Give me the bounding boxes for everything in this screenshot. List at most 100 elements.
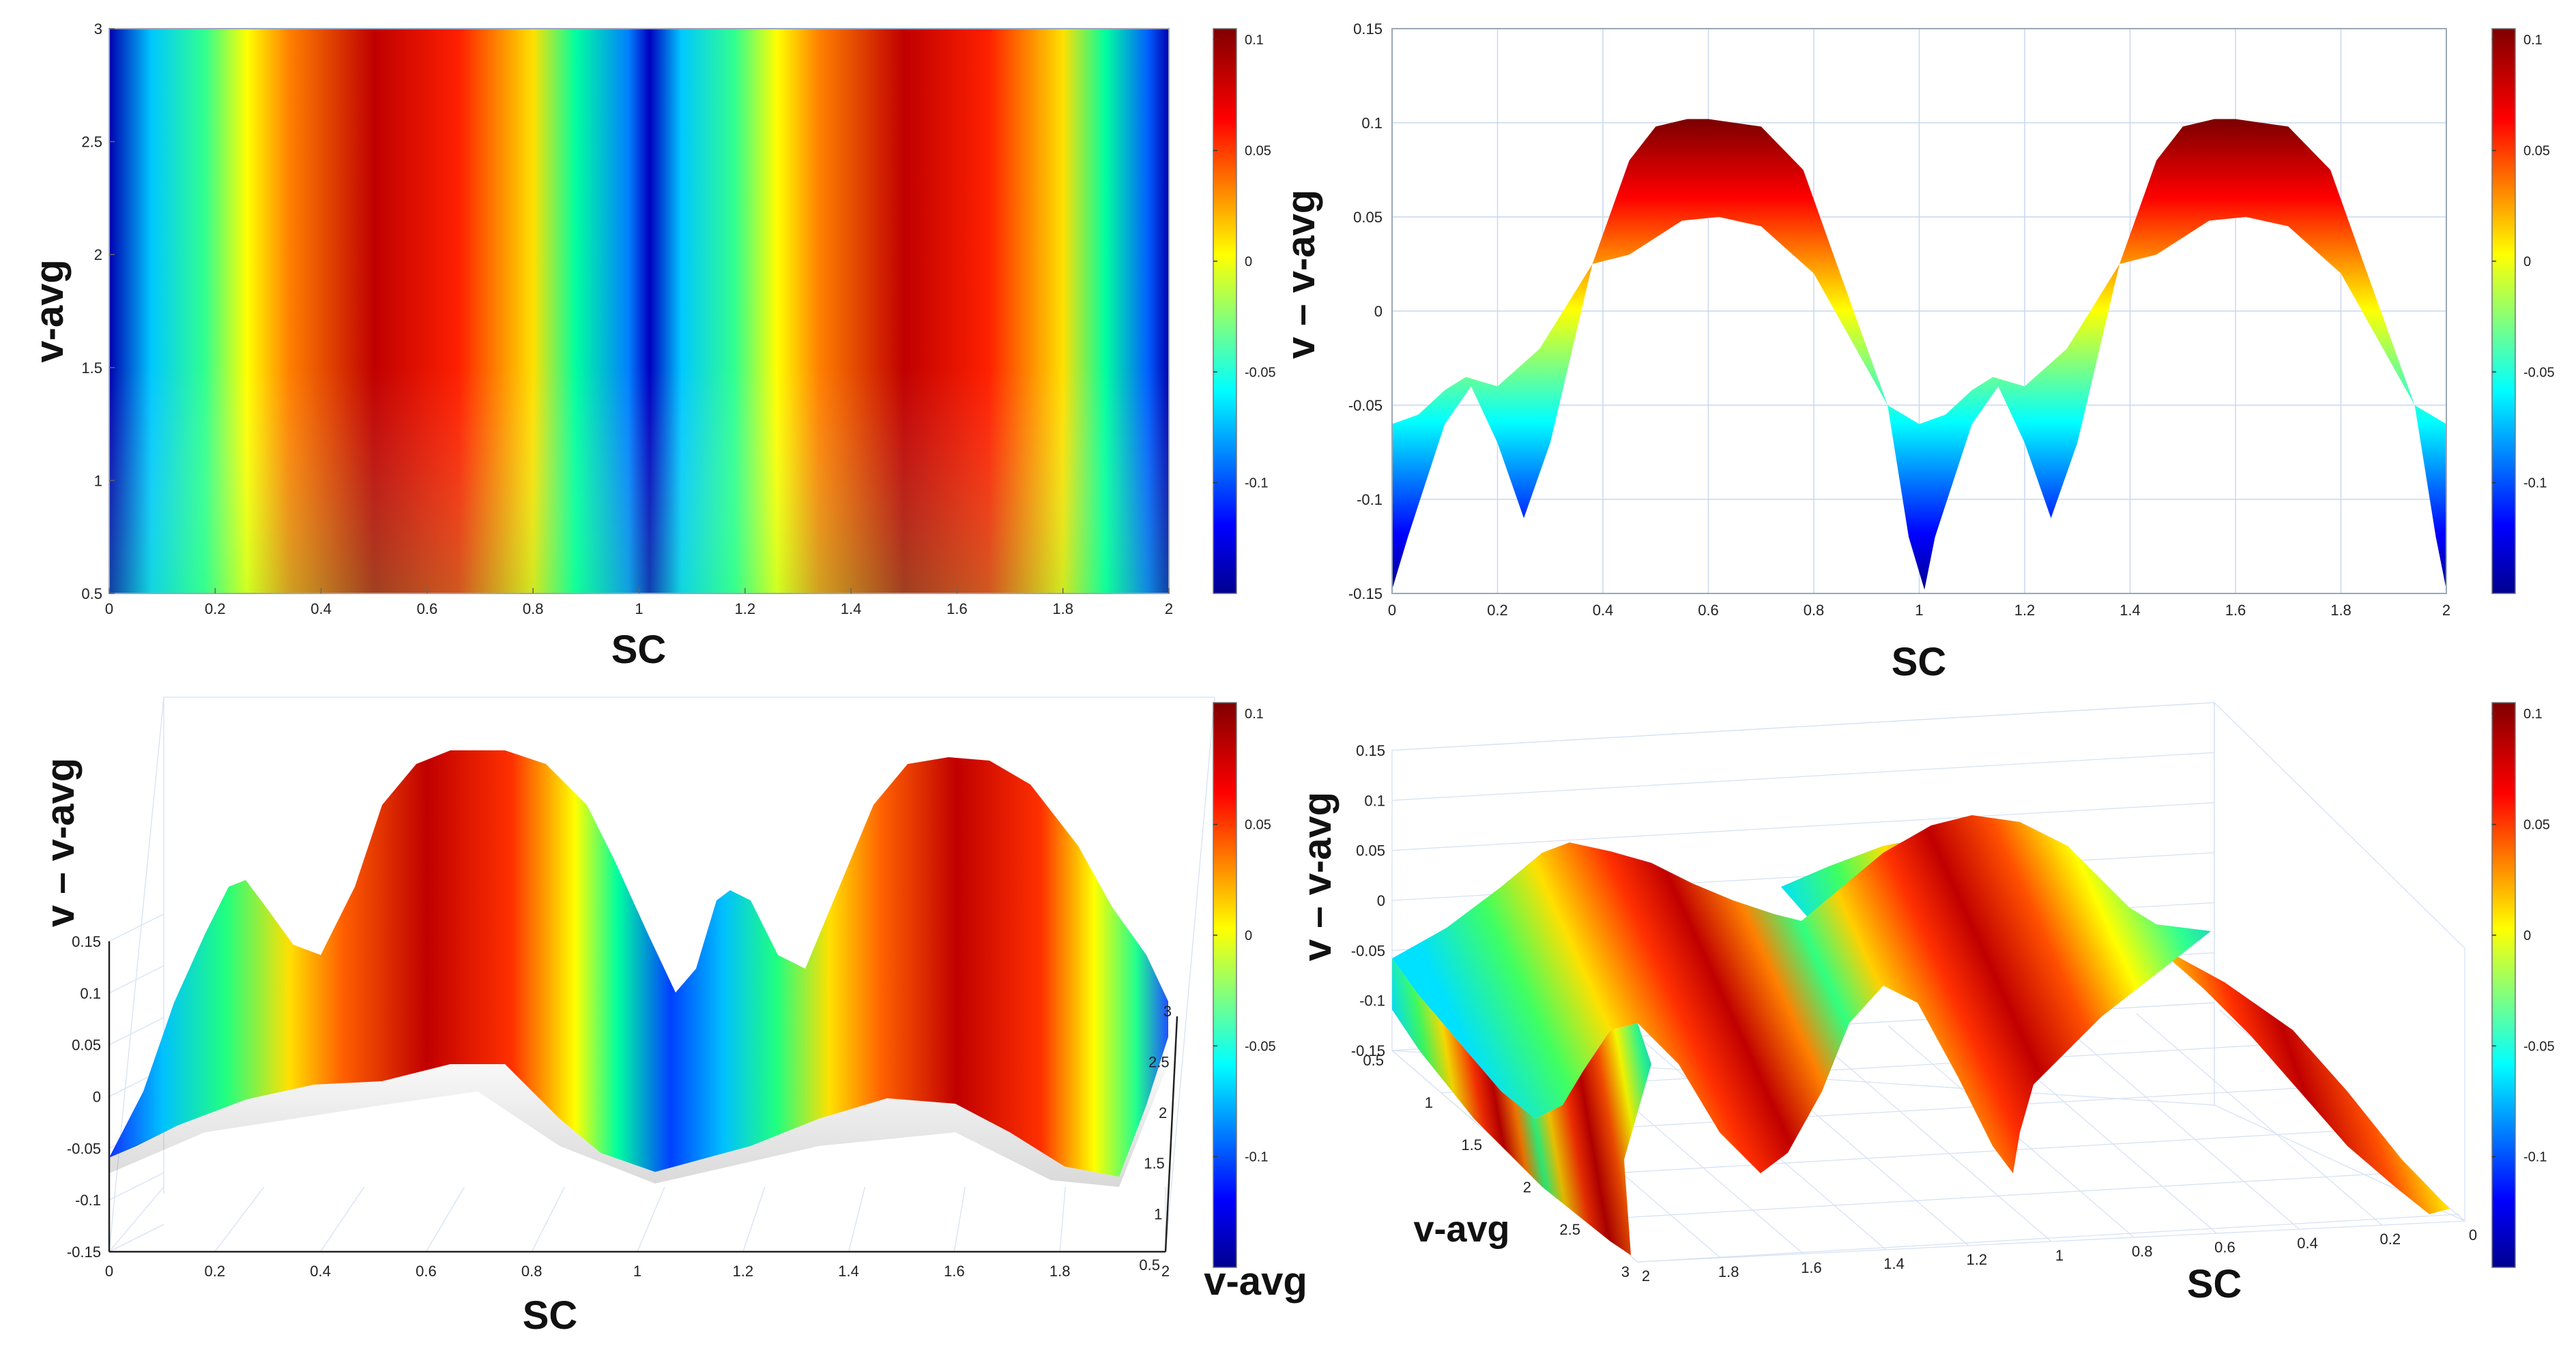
x-tick-label: 0: [105, 1263, 113, 1280]
z-tick-label: 0: [1377, 892, 1385, 909]
colorbar-tick-label: 0.05: [2523, 144, 2550, 159]
y-tick-label: 1: [94, 472, 102, 489]
y-tick-label: 2: [94, 246, 102, 263]
y-tick-label: 2.5: [1559, 1221, 1580, 1238]
x-tick-label: 1.6: [2225, 602, 2246, 619]
panel-surface-front: 0 0.2 0.4 0.6 0.8 1 1.2 1.4 1.6 1.8 2 0.5 1 1.5 2 2.5 3…: [38, 696, 1307, 1338]
x-tick-label: 2: [1642, 1267, 1650, 1284]
colorbar-tick-label: -0.05: [2523, 1039, 2555, 1054]
y-tick-label: 2: [1523, 1179, 1531, 1196]
x-tick-label: 0.6: [417, 600, 438, 617]
x-tick-label: 1.2: [2014, 602, 2036, 619]
x-tick-label: 1.6: [946, 600, 968, 617]
heatmap-shading: [109, 29, 1169, 593]
x-tick-label: 1.4: [1883, 1255, 1905, 1272]
x-grid-line: [1805, 1029, 2052, 1242]
x-tick-label: 0.4: [310, 600, 332, 617]
y-tick-label: -0.05: [1348, 397, 1383, 414]
panel-envelope: 0 0.2 0.4 0.6 0.8 1 1.2 1.4 1.6 1.8 2 -0.15-0.1-0.…: [1279, 20, 2555, 684]
y-tick-label: 3: [94, 20, 102, 38]
x-tick-label: 1.2: [733, 1263, 754, 1280]
y-grid-line: [1539, 1129, 2362, 1178]
x-tick-label: 0.2: [205, 1263, 226, 1280]
heatmap-colorbar: [1213, 28, 1237, 594]
z-grid-line: [1391, 702, 2215, 751]
surface-rotated-shade: [1392, 958, 1651, 1255]
z-grid-line: [108, 965, 164, 994]
y-tick-label: 1: [1425, 1094, 1433, 1111]
y-grid-line: [1588, 1171, 2412, 1220]
surface-rotated-ylabel: v-avg: [1413, 1209, 1509, 1250]
z-tick-label: -0.05: [1351, 942, 1385, 959]
x-grid-line: [637, 1186, 665, 1252]
surface-front-zlabel: v – v-avg: [38, 758, 83, 927]
x-tick-label: 1.4: [841, 600, 862, 617]
surface-front-xlabel: SC: [523, 1293, 578, 1338]
y-tick-label: 0.05: [1353, 209, 1383, 226]
x-tick-label: 0.4: [2297, 1235, 2318, 1252]
x-grid-line: [2136, 1013, 2383, 1226]
colorbar-tick-label: 0: [2523, 254, 2531, 269]
x-grid-line: [1059, 1186, 1066, 1252]
x-tick-label: 1.2: [1967, 1251, 1988, 1268]
y-grid-line: [1637, 1214, 2461, 1263]
y-tick-label: 1.5: [1144, 1155, 1165, 1172]
z-tick-label: 0.15: [72, 933, 101, 950]
x-tick-label: 1.8: [2330, 602, 2351, 619]
surface-rotated-body: [1392, 815, 2211, 1173]
panel-heatmap: 0 0.2 0.4 0.6 0.8 1 1.2 1.4 1.6 1.8 2 0.5 1 1.5 2 2.5 3…: [27, 20, 1276, 672]
colorbar-tick-label: 0.1: [1245, 33, 1264, 48]
surface-rotated-y-ticks: 0.5 1 1.5 2 2.5 3: [1363, 1052, 1630, 1280]
surface-front-colorbar-ticks: -0.1 -0.05 0 0.05 0.1: [1213, 707, 1276, 1165]
x-tick-label: 0: [2469, 1226, 2477, 1244]
envelope-x-ticks: 0 0.2 0.4 0.6 0.8 1 1.2 1.4 1.6 1.8 2: [1388, 602, 2450, 619]
y-tick-label: 0.1: [1361, 115, 1383, 132]
y-tick-label: 0.5: [1363, 1052, 1384, 1069]
z-tick-label: -0.1: [75, 1192, 101, 1209]
x-tick-label: 0.4: [310, 1263, 331, 1280]
x-grid-line: [531, 1186, 565, 1252]
y-tick-label: 0.15: [1353, 20, 1383, 38]
x-grid-line: [848, 1186, 866, 1252]
z-tick-label: 0.05: [1356, 842, 1385, 859]
y-tick-label: 0: [1374, 303, 1383, 320]
y-tick-label: 1.5: [1461, 1136, 1482, 1153]
z-tick-label: 0.05: [72, 1037, 101, 1054]
z-tick-label: 0.15: [1356, 742, 1385, 759]
x-tick-label: 0.4: [1593, 602, 1614, 619]
colorbar-tick-label: 0: [1245, 928, 1252, 943]
y-tick-label: 2: [1159, 1104, 1167, 1121]
z-tick-label: 0.1: [80, 985, 101, 1002]
x-tick-label: 1.8: [1050, 1263, 1071, 1280]
surface-front-z-ticks: -0.15 -0.1 -0.05 0 0.05 0.1 0.15: [67, 933, 101, 1261]
x-grid-line: [108, 1186, 164, 1252]
y-tick-label: -0.15: [1348, 585, 1383, 602]
x-tick-label: 0: [1388, 602, 1396, 619]
x-tick-label: 0.6: [1698, 602, 1719, 619]
z-tick-label: -0.05: [67, 1140, 101, 1157]
colorbar-tick-label: 0.1: [2523, 707, 2543, 722]
surface-front-x-ticks: 0 0.2 0.4 0.6 0.8 1 1.2 1.4 1.6 1.8 2: [105, 1263, 1170, 1280]
y-tick-label: -0.1: [1357, 491, 1383, 508]
x-tick-label: 1: [2055, 1247, 2064, 1264]
surface-front-y-ticks: 0.5 1 1.5 2 2.5 3: [1139, 1003, 1172, 1274]
colorbar-tick-label: -0.1: [1245, 476, 1268, 491]
y-tick-label: 3: [1163, 1003, 1172, 1020]
envelope-y-ticks: -0.15 -0.1 -0.05 0 0.05 0.1 0.15: [1348, 20, 1383, 602]
x-tick-label: 1: [1915, 602, 1923, 619]
x-tick-label: 0.8: [1804, 602, 1825, 619]
envelope-area: [1392, 119, 2446, 590]
y-tick-label: 0.5: [81, 585, 102, 602]
x-grid-line: [320, 1186, 365, 1252]
z-tick-label: 0.1: [1364, 792, 1385, 809]
panel-surface-rotated: 0 0.2 0.4 0.6 0.8 1 1.2 1.4 1.6 1.8 2 0.5 1 1.5 2 2.5 3…: [1295, 701, 2555, 1306]
surface-rotated-zlabel: v – v-avg: [1295, 792, 1340, 961]
z-grid-line: [108, 1017, 164, 1046]
envelope-colorbar-ticks: -0.1 -0.05 0 0.05 0.1: [2492, 33, 2555, 491]
x-tick-label: 1.2: [735, 600, 756, 617]
surface-rotated-z-ticks: -0.15 -0.1 -0.05 0 0.05 0.1 0.15: [1351, 742, 1385, 1059]
heatmap-xlabel: SC: [611, 628, 667, 672]
z-tick-label: -0.15: [1351, 1042, 1385, 1059]
envelope-colorbar: [2491, 28, 2516, 594]
x-tick-label: 1: [635, 600, 643, 617]
